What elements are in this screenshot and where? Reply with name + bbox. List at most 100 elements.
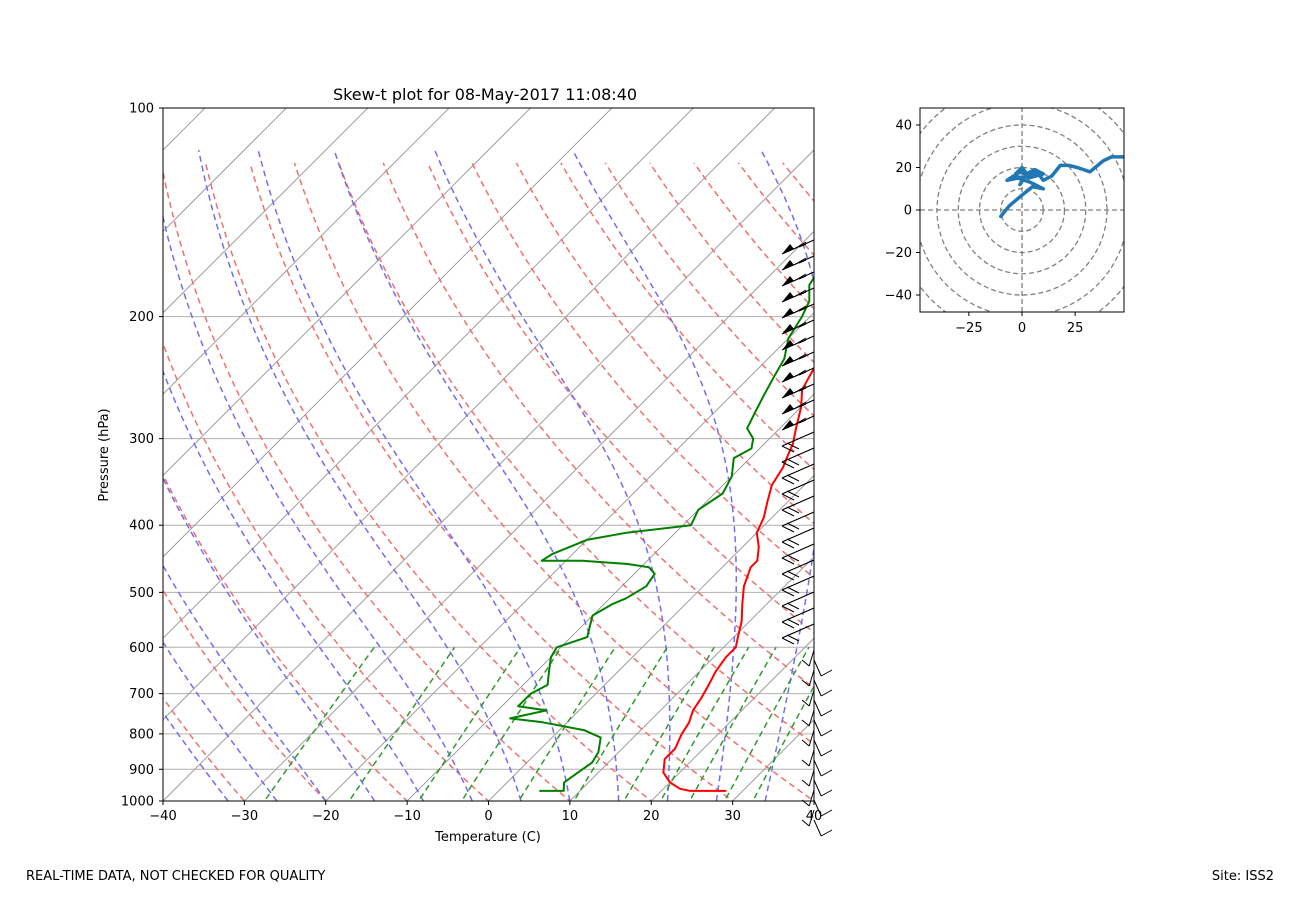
hodograph-x-tick-label: 25 xyxy=(1067,321,1084,336)
hodograph-x-tick-label: 0 xyxy=(1018,321,1026,336)
moist-adiabat xyxy=(760,149,814,801)
wind-barb xyxy=(813,819,833,837)
skewt-frame xyxy=(162,107,815,802)
hodograph-y-tick-label: 0 xyxy=(904,204,912,219)
isotherm xyxy=(163,108,613,558)
dry-adiabat xyxy=(648,162,814,364)
moist-adiabat xyxy=(163,640,278,801)
hodograph-trace xyxy=(999,155,1124,219)
moist-adiabat xyxy=(197,149,522,801)
wind-barb xyxy=(801,709,815,727)
isotherm xyxy=(650,637,814,801)
hodograph-y-tick-label: −40 xyxy=(885,289,912,304)
dry-adiabat xyxy=(163,168,572,801)
dry-adiabat xyxy=(782,162,814,203)
wind-barb xyxy=(781,479,815,501)
dry-adiabat xyxy=(737,162,814,257)
isotherm xyxy=(163,108,694,639)
wind-barb xyxy=(781,399,815,415)
wind-barb xyxy=(781,415,815,431)
wind-barb xyxy=(781,591,815,613)
mixing-ratio-line xyxy=(517,646,616,801)
mixing-ratio-line xyxy=(348,646,456,801)
wind-barb xyxy=(801,789,815,807)
wind-barb xyxy=(781,303,815,319)
y-tick-label: 400 xyxy=(129,519,154,534)
y-tick-label: 800 xyxy=(129,727,154,742)
isotherm xyxy=(813,800,814,801)
isotherm xyxy=(488,474,814,801)
dry-adiabat xyxy=(163,588,327,801)
hodograph-rings xyxy=(920,108,1124,312)
dry-adiabat xyxy=(204,162,653,801)
isotherm xyxy=(569,556,814,801)
wind-barb xyxy=(813,679,833,697)
y-tick-label: 600 xyxy=(129,641,154,656)
wind-barb xyxy=(801,769,815,787)
wind-barb xyxy=(813,659,833,677)
x-tick-label: 20 xyxy=(643,809,660,824)
hodograph-y-tick-label: −20 xyxy=(885,246,912,261)
wind-barb xyxy=(813,699,833,717)
wind-barb xyxy=(781,543,815,565)
isotherm xyxy=(163,108,450,395)
y-tick-label: 300 xyxy=(129,432,154,447)
wind-barb xyxy=(781,319,815,335)
isotherm xyxy=(163,108,287,233)
hodograph-panel: −25 0 25 −40 −20 0 20 40 xyxy=(885,107,1125,336)
mixing-ratio-line xyxy=(623,646,715,801)
wind-barb xyxy=(781,447,815,469)
wind-barbs xyxy=(781,239,833,837)
y-tick-label: 900 xyxy=(129,763,154,778)
wind-barb xyxy=(801,669,815,687)
wind-barb xyxy=(781,367,815,383)
moist-adiabat xyxy=(163,564,327,801)
wind-barb xyxy=(781,527,815,549)
moist-adiabat xyxy=(333,149,620,801)
dry-adiabat xyxy=(515,162,814,525)
isotherm xyxy=(163,149,814,801)
x-tick-label: −20 xyxy=(312,809,339,824)
wind-barb xyxy=(781,271,815,287)
skewt-ylabel: Pressure (hPa) xyxy=(97,408,112,501)
dry-adiabat xyxy=(604,162,814,417)
isotherm xyxy=(406,393,814,801)
wind-barb xyxy=(781,383,815,399)
isotherm xyxy=(163,108,369,314)
wind-barb xyxy=(781,607,815,629)
isotherm xyxy=(325,312,814,801)
moist-adiabat xyxy=(163,369,425,801)
wind-barb xyxy=(781,287,815,303)
x-tick-label: 0 xyxy=(484,809,492,824)
moist-adiabat-lines xyxy=(163,149,814,801)
hodograph-ring xyxy=(957,145,1087,275)
dry-adiabat xyxy=(872,163,1300,816)
site-label: Site: ISS2 xyxy=(1211,869,1274,884)
isotherm-lines xyxy=(163,108,814,801)
wind-barb xyxy=(781,351,815,367)
skewt-xlabel: Temperature (C) xyxy=(434,830,541,845)
wind-barb xyxy=(781,255,815,271)
wind-barb xyxy=(801,689,815,707)
wind-barb xyxy=(813,739,833,757)
wind-barb xyxy=(781,575,815,597)
dry-adiabat xyxy=(382,162,814,689)
wind-barb xyxy=(781,495,815,517)
wind-barb xyxy=(813,719,833,737)
dewpoint-profile-line xyxy=(509,275,814,792)
moist-adiabat xyxy=(434,149,671,801)
mixing-ratio-line xyxy=(573,646,668,801)
x-tick-label: 10 xyxy=(562,809,579,824)
sounding-profiles xyxy=(509,275,814,792)
hodograph-x-tick-label: −25 xyxy=(955,321,982,336)
skewt-title: Skew-t plot for 08-May-2017 11:08:40 xyxy=(333,85,637,104)
wind-barb xyxy=(781,511,815,533)
dry-adiabat xyxy=(163,341,490,801)
wind-barb xyxy=(813,779,833,797)
mixing-ratio-line xyxy=(723,646,810,801)
wind-barb xyxy=(801,729,815,747)
hodograph-line xyxy=(999,155,1124,219)
isotherm xyxy=(163,108,775,721)
